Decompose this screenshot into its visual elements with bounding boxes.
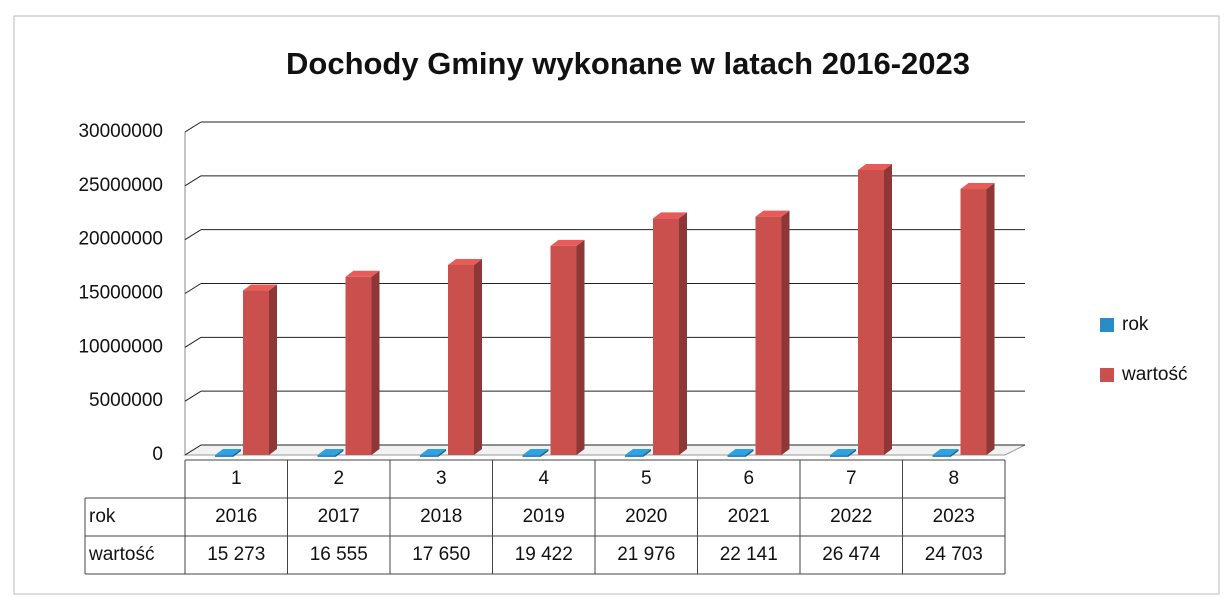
table-cell: 24 703	[925, 544, 983, 565]
x-tick-label: 1	[231, 468, 242, 489]
x-tick-label: 6	[743, 468, 754, 489]
bar-side	[643, 448, 651, 457]
bar-side	[884, 163, 892, 456]
bar	[243, 290, 269, 455]
table-cell: 2016	[215, 506, 257, 527]
table-cell: 2023	[933, 506, 975, 527]
bar-top	[215, 448, 241, 455]
y-tick-label: 0	[152, 444, 163, 465]
grid-wall	[184, 390, 202, 402]
table-cell: 2019	[523, 506, 565, 527]
bar-side	[474, 258, 482, 455]
bar-side	[848, 448, 856, 457]
y-tick-label: 20000000	[78, 229, 163, 250]
bar-side	[335, 448, 344, 457]
bar-side	[576, 239, 585, 455]
bar	[420, 454, 438, 457]
bar	[448, 264, 474, 455]
legend-label: wartość	[1121, 364, 1187, 385]
table-cell: 22 141	[720, 544, 778, 565]
table-cell: 16 555	[310, 544, 368, 565]
table-cell: 2022	[830, 506, 872, 527]
bar-side	[438, 448, 446, 457]
bar-side	[781, 210, 790, 455]
bar	[653, 218, 679, 455]
table-cell: 26 474	[822, 544, 881, 565]
bar	[932, 454, 951, 457]
bar	[625, 454, 643, 457]
table-cell: 2020	[625, 506, 667, 527]
table-cell: 15 273	[207, 544, 265, 565]
table-cell: 21 976	[617, 544, 675, 565]
bar-side	[371, 270, 380, 455]
bar-side	[950, 448, 959, 457]
chart-frame	[13, 15, 1220, 595]
bar-side	[269, 284, 277, 455]
grid-wall	[184, 229, 202, 241]
x-tick-label: 2	[333, 468, 344, 489]
bar	[522, 454, 541, 457]
bar-top	[960, 183, 995, 190]
x-tick-label: 7	[846, 468, 857, 489]
bar-top	[830, 448, 856, 455]
bar-top	[345, 270, 380, 277]
y-tick-label: 10000000	[78, 336, 163, 357]
bar-side	[233, 448, 241, 457]
y-tick-label: 25000000	[78, 175, 163, 196]
table-cell: 17 650	[412, 544, 470, 565]
bar-top	[243, 284, 277, 291]
bar-top	[625, 448, 651, 455]
x-tick-label: 4	[538, 468, 549, 489]
bar-side	[986, 183, 995, 455]
bar-side	[540, 448, 549, 457]
bar	[215, 454, 233, 457]
bar	[727, 454, 746, 457]
bar	[830, 454, 848, 457]
table-row-header: rok	[89, 506, 116, 527]
bar-top	[317, 448, 344, 455]
x-tick-label: 8	[948, 468, 959, 489]
bar	[317, 454, 336, 457]
bar-top	[653, 212, 687, 219]
bar	[550, 245, 577, 455]
legend-swatch	[1100, 368, 1114, 382]
grid-wall	[184, 444, 202, 456]
bar	[755, 216, 782, 455]
y-tick-label: 30000000	[78, 121, 163, 142]
bar	[858, 169, 884, 456]
table-row-header: wartość	[88, 544, 154, 565]
floor	[183, 444, 1026, 456]
bar	[345, 276, 372, 455]
table-cell: 2018	[420, 506, 462, 527]
legend-label: rok	[1122, 314, 1149, 335]
grid-wall	[184, 121, 202, 133]
bar-top	[420, 448, 446, 455]
bar-side	[745, 448, 754, 457]
bar-top	[448, 258, 482, 265]
bar-top	[858, 163, 892, 170]
bar-top	[550, 239, 585, 246]
table-cell: 2021	[728, 506, 770, 527]
bar-top	[727, 448, 754, 455]
bar-top	[755, 210, 790, 217]
bar-side	[679, 212, 687, 455]
grid-wall	[184, 175, 202, 187]
bar-top	[932, 448, 959, 455]
grid-wall	[184, 283, 202, 294]
grid-wall	[184, 336, 202, 348]
table-cell: 19 422	[515, 544, 573, 565]
bar	[960, 189, 987, 455]
x-tick-label: 5	[641, 468, 652, 489]
legend-swatch	[1100, 318, 1114, 332]
table-cell: 2017	[318, 506, 360, 527]
y-tick-label: 5000000	[89, 390, 163, 411]
chart-title: Dochody Gminy wykonane w latach 2016-202…	[286, 46, 970, 81]
bar-top	[522, 448, 549, 455]
y-tick-label: 15000000	[78, 283, 163, 304]
x-tick-label: 3	[436, 468, 447, 489]
